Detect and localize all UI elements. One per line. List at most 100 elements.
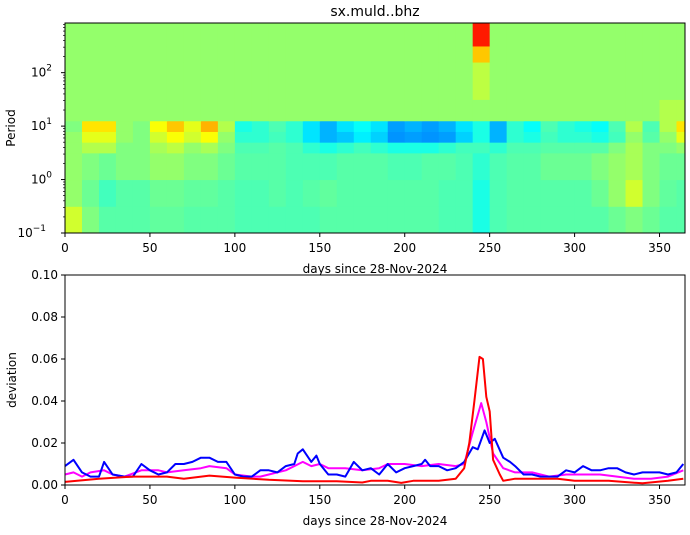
heatmap-cell: [557, 99, 576, 122]
heatmap-cell: [166, 120, 185, 132]
y-tick-label: 0.02: [31, 436, 58, 450]
heatmap-cell: [591, 62, 610, 100]
heatmap-cell: [166, 142, 185, 154]
heatmap-cell: [81, 131, 100, 143]
heatmap-cell: [65, 45, 83, 63]
heatmap-cell: [132, 120, 151, 132]
x-tick-label: 350: [648, 241, 671, 255]
heatmap-cell: [319, 23, 338, 47]
heatmap-cell: [404, 23, 423, 47]
heatmap-cell: [438, 152, 457, 181]
x-tick-label: 150: [308, 241, 331, 255]
heatmap-cell: [523, 62, 542, 100]
heatmap-cell: [438, 206, 457, 234]
heatmap-cell: [353, 131, 372, 143]
heatmap-cell: [217, 152, 236, 181]
heatmap-cell: [98, 206, 117, 234]
heatmap-cell: [132, 179, 151, 207]
heatmap-cell: [268, 142, 287, 154]
heatmap-cell: [285, 99, 304, 122]
heatmap-cell: [591, 152, 610, 181]
heatmap-cell: [166, 62, 185, 100]
heatmap-cell: [659, 152, 678, 181]
heatmap-cell: [591, 23, 610, 47]
heatmap-cell: [625, 62, 644, 100]
heatmap-cell: [353, 45, 372, 63]
heatmap-cell: [370, 45, 389, 63]
heatmap-cell: [574, 152, 593, 181]
heatmap-cell: [506, 120, 525, 132]
heatmap-cell: [676, 142, 686, 154]
heatmap-cell: [659, 23, 678, 47]
heatmap-cell: [251, 99, 270, 122]
heatmap-cell: [540, 142, 559, 154]
heatmap-cell: [489, 142, 508, 154]
bottom-x-axis-label: days since 28-Nov-2024: [303, 514, 448, 528]
heatmap-cell: [387, 206, 406, 234]
heatmap-cell: [149, 45, 168, 63]
heatmap-cell: [65, 142, 83, 154]
heatmap-cell: [659, 179, 678, 207]
heatmap-cell: [608, 99, 627, 122]
heatmap-cell: [387, 152, 406, 181]
heatmap-cell: [574, 131, 593, 143]
heatmap-cell: [574, 206, 593, 234]
heatmap-cell: [387, 131, 406, 143]
heatmap-cell: [370, 120, 389, 132]
heatmap-cell: [557, 152, 576, 181]
heatmap-cell: [65, 62, 83, 100]
heatmap-cell: [285, 206, 304, 234]
heatmap-cell: [268, 152, 287, 181]
y-tick-label: 10−1: [17, 224, 46, 240]
heatmap-cell: [302, 131, 321, 143]
heatmap-cell: [115, 99, 134, 122]
heatmap-cell: [540, 120, 559, 132]
heatmap-cell: [659, 206, 678, 234]
heatmap-cell: [81, 62, 100, 100]
bottom-axes-frame: [64, 274, 686, 486]
heatmap-cell: [455, 179, 474, 207]
heatmap-cell: [421, 179, 440, 207]
heatmap-cell: [200, 99, 219, 122]
heatmap-cell: [166, 23, 185, 47]
heatmap-cell: [149, 152, 168, 181]
y-tick-label: 100: [31, 171, 52, 187]
heatmap-cell: [166, 179, 185, 207]
heatmap-cell: [574, 62, 593, 100]
heatmap-cell: [319, 206, 338, 234]
deviation-series-line: [64, 355, 684, 485]
heatmap-cell: [353, 142, 372, 154]
heatmap-cell: [591, 45, 610, 63]
heatmap-cell: [387, 179, 406, 207]
heatmap-cell: [132, 131, 151, 143]
heatmap-cell: [591, 142, 610, 154]
x-tick-label: 300: [563, 493, 586, 507]
heatmap-cell: [642, 62, 661, 100]
heatmap-cell: [421, 131, 440, 143]
heatmap-cell: [557, 23, 576, 47]
heatmap-cell: [200, 179, 219, 207]
top-axis-ticks: 0 50 100 150 200 250 300 350 10−1 100 101 102: [17, 24, 671, 255]
heatmap-cell: [268, 206, 287, 234]
heatmap-cell: [540, 206, 559, 234]
heatmap-cell: [217, 23, 236, 47]
heatmap-cell: [98, 23, 117, 47]
heatmap-cell: [183, 45, 202, 63]
heatmap-cell: [625, 23, 644, 47]
y-tick-label: 102: [31, 64, 52, 80]
heatmap-cell: [608, 131, 627, 143]
heatmap-cell: [421, 152, 440, 181]
heatmap-cell: [489, 23, 508, 47]
heatmap-cell: [370, 23, 389, 47]
heatmap-cell: [319, 120, 338, 132]
x-tick-label: 300: [563, 241, 586, 255]
heatmap-cell: [557, 179, 576, 207]
heatmap-cell: [336, 152, 355, 181]
top-y-axis-label: Period: [4, 109, 18, 146]
heatmap-cell: [506, 179, 525, 207]
x-tick-label: 50: [142, 241, 157, 255]
x-tick-label: 150: [308, 493, 331, 507]
heatmap-cell: [336, 142, 355, 154]
heatmap-cell: [302, 23, 321, 47]
heatmap-cell: [438, 179, 457, 207]
